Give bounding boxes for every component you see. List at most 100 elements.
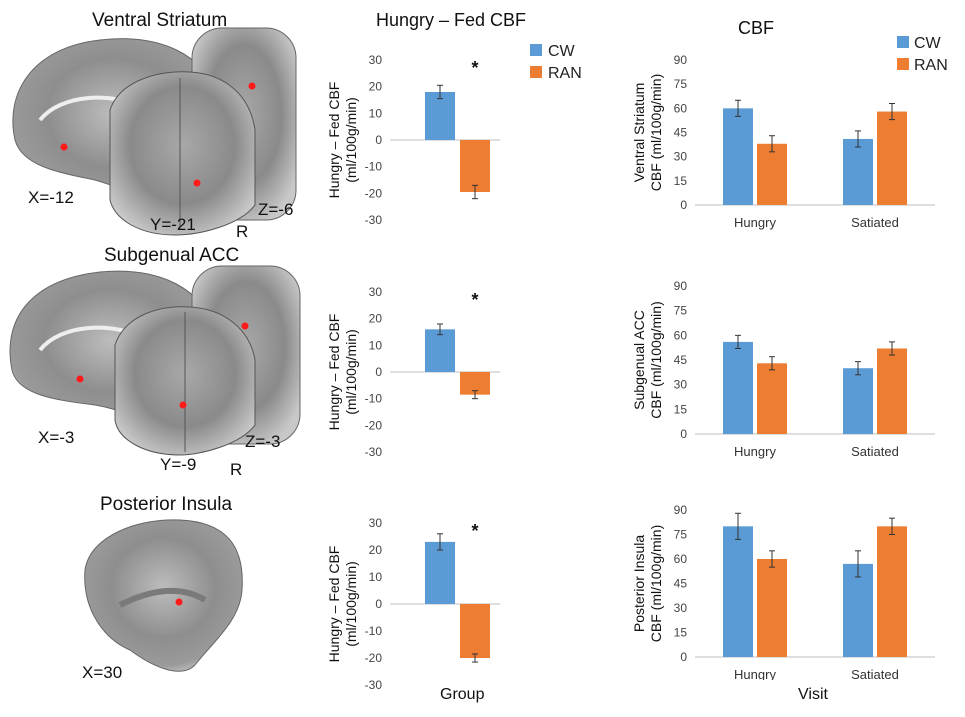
y-tick-label: 0 [375,133,382,147]
diff-x-axis-title: Group [440,686,485,703]
y-tick-label: 45 [674,577,688,591]
bar-ran-hungry [757,143,787,205]
cbf-column-title: CBF [738,18,774,38]
y-axis-label: Subgenual ACCCBF (ml/100g/min) [631,301,664,418]
y-tick-label: -20 [365,186,383,200]
y-tick-label: 75 [674,77,688,91]
y-tick-label: 20 [369,80,383,94]
y-axis-label-line: Posterior Insula [631,535,647,632]
region-title-ventral-striatum: Ventral Striatum [92,10,228,31]
y-tick-label: -10 [365,160,383,174]
y-tick-label: 0 [680,650,687,664]
y-tick-label: -30 [365,445,383,459]
y-tick-label: 0 [680,198,687,212]
x-tick-label: Satiated [851,215,899,230]
coord-x-row-1: X=-12 [28,188,74,207]
diff-column-title: Hungry – Fed CBF [376,10,527,30]
y-axis-label: Hungry – Fed CBF(ml/100g/min) [326,82,359,199]
legend-label-ran: RAN [914,57,948,74]
y-tick-label: 15 [674,626,688,640]
coord-z-row-2: Z=-3 [245,432,281,451]
y-tick-label: 75 [674,528,688,542]
y-tick-label: 10 [369,338,383,352]
y-axis-label: Posterior InsulaCBF (ml/100g/min) [631,525,664,642]
significance-star: * [471,521,478,541]
y-tick-label: -20 [365,651,383,665]
y-tick-label: -30 [365,213,383,227]
y-axis-label-line: (ml/100g/min) [343,561,359,647]
y-tick-label: 10 [369,570,383,584]
y-tick-label: 75 [674,304,688,318]
coronal-slice [109,71,256,236]
chart-diff-ventral-striatum: -30 -20 -10 0 10 20 30 Hungry – Fed CBF(ml/100g… [326,43,582,227]
y-tick-label: -30 [365,678,383,692]
brain-slices-row-1 [12,27,297,236]
y-axis-label-line: Ventral Striatum [631,83,647,183]
bar-cw-hungry [723,108,753,205]
y-axis-label-line: CBF (ml/100g/min) [648,301,664,418]
y-axis-label-line: (ml/100g/min) [343,97,359,183]
activation-marker [179,401,187,409]
y-tick-label: 60 [674,328,688,342]
y-tick-label: 30 [369,516,383,530]
y-tick-label: 30 [674,601,688,615]
y-tick-label: 15 [674,174,688,188]
bar-ran-satiated [877,111,907,205]
y-tick-label: 0 [375,365,382,379]
x-tick-label: Satiated [851,667,899,680]
brain-images [9,27,301,672]
y-tick-label: 10 [369,106,383,120]
y-tick-label: 0 [680,427,687,441]
bar-cw-satiated [843,368,873,434]
bar-ran [460,140,490,192]
activation-marker [241,322,249,330]
bar-cw [425,92,455,140]
legend-swatch-ran [897,58,909,70]
y-axis-label: Hungry – Fed CBF(ml/100g/min) [326,546,359,663]
bar-ran-hungry [757,363,787,434]
y-tick-label: 90 [674,503,688,517]
legend-swatch-ran [530,66,542,78]
bar-cw-hungry [723,341,753,434]
coord-y-row-2: Y=-9 [160,455,197,474]
bar-ran [460,372,490,395]
y-tick-label: 90 [674,53,688,67]
y-tick-label: 30 [674,150,688,164]
x-tick-label: Satiated [851,444,899,459]
y-tick-label: -10 [365,624,383,638]
legend-label-ran: RAN [548,65,582,82]
bar-ran-hungry [757,559,787,657]
bar-ran-satiated [877,348,907,434]
x-tick-label: Hungry [734,667,776,680]
bar-cw-hungry [723,526,753,657]
brain-slices-row-2 [9,265,301,456]
region-title-subgenual-acc: Subgenual ACC [104,245,240,266]
y-tick-label: 45 [674,353,688,367]
orientation-r-row-2: R [230,460,243,479]
x-tick-label: Hungry [734,215,776,230]
y-tick-label: -10 [365,392,383,406]
brain-slices-row-3 [84,519,243,672]
y-tick-label: 30 [369,53,383,67]
activation-marker [248,82,256,90]
legend-swatch-cw [530,44,542,56]
bar-cw [425,329,455,372]
region-title-posterior-insula: Posterior Insula [100,494,233,515]
bar-cw-satiated [843,138,873,205]
y-axis-label-line: Hungry – Fed CBF [326,314,342,431]
bar-cw-satiated [843,563,873,657]
cbf-x-axis-title: Visit [798,686,828,703]
y-axis-label-line: Hungry – Fed CBF [326,546,342,663]
y-axis-label: Ventral StriatumCBF (ml/100g/min) [631,74,664,191]
sagittal-slice [84,519,243,672]
y-tick-label: 15 [674,402,688,416]
y-tick-label: 30 [674,378,688,392]
x-tick-label: Hungry [734,444,776,459]
activation-marker [193,179,201,187]
bar-cw [425,541,455,604]
legend-label-cw: CW [914,35,942,52]
orientation-r-row-1: R [236,222,249,241]
chart-diff-posterior-insula: -30 -20 -10 0 10 20 30 Hungry – Fed CBF(ml/100g… [326,516,500,692]
y-tick-label: 60 [674,552,688,566]
chart-cbf-subgenual-acc: 0 15 30 45 60 75 90 Subgenual ACCCBF (ml/100g/m… [631,279,935,459]
